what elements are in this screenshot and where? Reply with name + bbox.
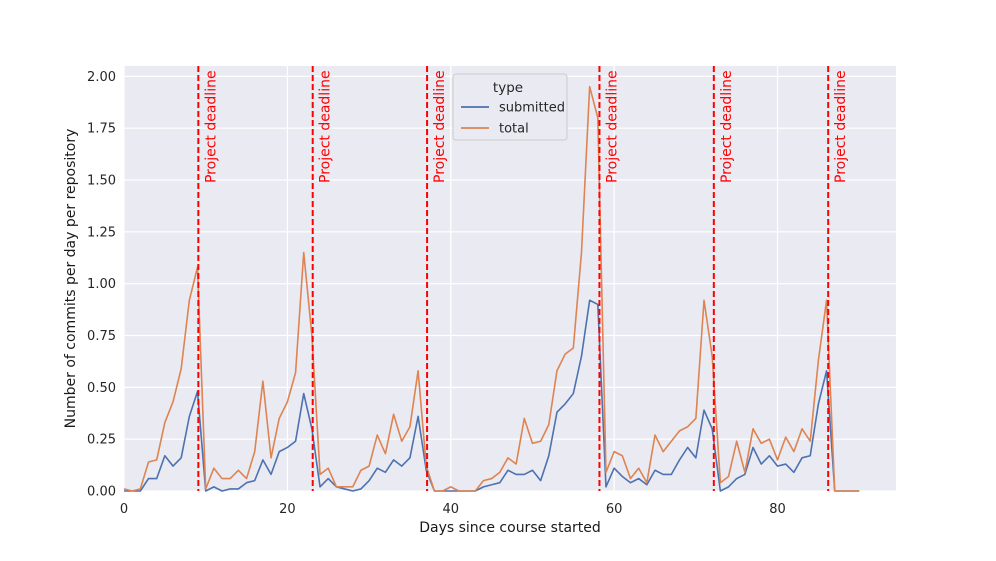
deadline-label: Project deadline (318, 70, 334, 183)
y-tick-label: 1.75 (87, 122, 116, 137)
y-tick-label: 1.00 (87, 277, 116, 292)
y-axis-label: Number of commits per day per repository (63, 129, 79, 429)
y-tick-label: 0.50 (87, 381, 116, 396)
deadline-label: Project deadline (432, 70, 448, 183)
y-tick-label: 0.00 (87, 485, 116, 500)
x-axis-ticks: 0 20 40 60 80 (120, 502, 786, 517)
x-tick-label: 80 (769, 502, 786, 517)
series-line-submitted (124, 299, 860, 492)
y-tick-label: 1.25 (87, 225, 116, 240)
deadline-label: Project deadline (604, 70, 620, 183)
x-tick-label: 0 (120, 502, 128, 517)
x-axis-label: Days since course started (419, 520, 601, 536)
y-tick-label: 2.00 (87, 70, 116, 85)
y-tick-label: 0.25 (87, 433, 116, 448)
y-tick-label: 0.75 (87, 329, 116, 344)
series-lines (123, 85, 860, 492)
x-tick-label: 60 (606, 502, 623, 517)
y-axis-ticks: 0.00 0.25 0.50 0.75 1.00 1.25 1.50 1.75 2.00 (87, 70, 116, 500)
legend: type submitted total (452, 73, 568, 141)
legend-title: type (493, 80, 523, 96)
deadline-label: Project deadline (203, 70, 219, 183)
x-tick-label: 20 (279, 502, 296, 517)
deadline-label: Project deadline (833, 70, 849, 183)
legend-items: submitted total (461, 101, 565, 137)
y-tick-label: 1.50 (87, 174, 116, 189)
deadline-label: Project deadline (719, 70, 735, 183)
deadline-lines: Project deadline Project deadline Project … (197, 66, 849, 491)
series-line-total (123, 85, 860, 492)
legend-box (452, 73, 568, 141)
legend-label-total: total (499, 122, 529, 137)
legend-label-submitted: submitted (499, 101, 565, 116)
x-tick-label: 40 (442, 502, 459, 517)
